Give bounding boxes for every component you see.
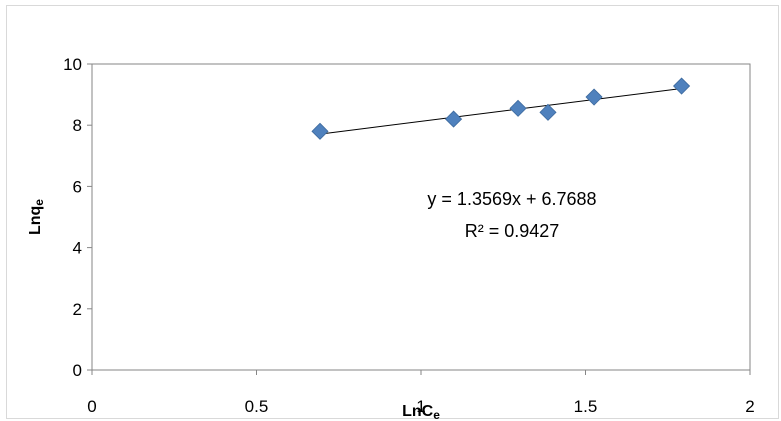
- y-tick-label: 2: [73, 300, 82, 319]
- plot-area: [91, 63, 751, 371]
- data-point: [539, 103, 557, 121]
- y-tick-label: 0: [73, 361, 82, 380]
- y-tick-label: 8: [73, 116, 82, 135]
- r-squared-label: R² = 0.9427: [465, 221, 560, 241]
- x-tick-label: 1.5: [574, 397, 598, 416]
- y-axis-title: Lnqe: [27, 199, 46, 235]
- x-tick-label: 1: [416, 397, 425, 416]
- data-point: [585, 88, 603, 106]
- data-point: [509, 99, 527, 117]
- x-tick-label: 0.5: [245, 397, 269, 416]
- data-point: [445, 110, 463, 128]
- trendline-equation: y = 1.3569x + 6.7688: [427, 189, 596, 209]
- y-tick-label: 4: [73, 239, 82, 258]
- x-axis-ticks: 0 0.5 1 1.5 2: [87, 370, 755, 416]
- data-point: [311, 122, 329, 140]
- y-tick-label: 6: [73, 177, 82, 196]
- x-tick-label: 2: [745, 397, 754, 416]
- x-tick-label: 0: [87, 397, 96, 416]
- y-axis-ticks: 0 2 4 6 8 10: [63, 55, 92, 380]
- x-axis-title: LnCe: [402, 403, 440, 421]
- y-tick-label: 10: [63, 55, 82, 74]
- trendline: [319, 87, 682, 135]
- chart-frame: [6, 5, 779, 419]
- data-points: [311, 77, 691, 140]
- data-point: [673, 77, 691, 95]
